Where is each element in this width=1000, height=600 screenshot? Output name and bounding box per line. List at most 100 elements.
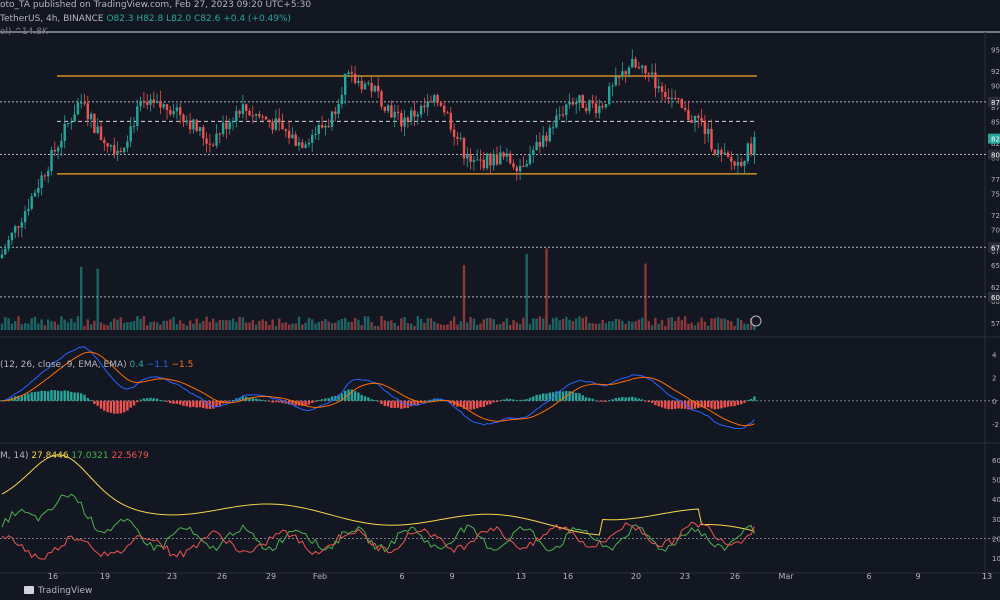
candle-body (337, 104, 340, 115)
macd-histogram-bar (604, 400, 608, 402)
volume-bar (459, 321, 462, 330)
volume-bar (591, 323, 594, 330)
macd-histogram-bar (17, 395, 20, 401)
macd-histogram-bar (660, 400, 664, 408)
candle-body (215, 133, 218, 146)
candle-body (720, 149, 723, 155)
candle-body (73, 114, 76, 122)
candle-body (367, 82, 370, 84)
macd-histogram-bar (472, 400, 476, 410)
macd-histogram-bar (390, 400, 393, 408)
volume-bar (30, 318, 33, 330)
macd-histogram-bar (627, 397, 631, 401)
macd-histogram-bar (23, 394, 27, 401)
macd-histogram-bar (96, 400, 99, 406)
candle-body (212, 144, 215, 146)
candle-body (489, 153, 492, 166)
volume-bar (492, 319, 495, 330)
candle-body (617, 76, 621, 78)
candle-body (126, 141, 129, 148)
volume-bar (320, 321, 324, 330)
macd-histogram-bar (212, 400, 215, 409)
candle-body (515, 167, 518, 172)
volume-bar (212, 318, 215, 330)
candle-body (670, 97, 674, 100)
dmi-tick-label: 40 (992, 496, 1000, 504)
candle-body (254, 114, 258, 116)
candle-body (426, 101, 429, 108)
candle-body (37, 187, 40, 193)
macd-histogram-bar (720, 400, 723, 409)
x-tick-label: Feb (313, 572, 327, 581)
macd-histogram-bar (707, 400, 710, 408)
ohlc-values: O82.3 H82.8 L82.0 C82.6 +0.4 (+0.49%) (106, 14, 292, 24)
price-tick-label: 70 (991, 226, 1000, 234)
macd-histogram-bar (27, 393, 30, 401)
volume-bar (192, 323, 195, 330)
volume-bar (334, 322, 337, 330)
volume-bar (53, 321, 56, 330)
candle-body (205, 138, 208, 144)
candle-body (558, 114, 561, 116)
volume-bar (86, 319, 89, 330)
replay-icon (750, 315, 762, 327)
macd-histogram-bar (518, 399, 522, 401)
volume-bar (66, 322, 70, 330)
candle-body (674, 97, 677, 99)
volume-bar (482, 319, 485, 330)
macd-histogram-bar (532, 396, 535, 401)
macd-histogram-bar (40, 390, 43, 401)
candle-body (248, 110, 251, 116)
macd-histogram-bar (268, 400, 271, 402)
macd-histogram-bar (608, 400, 611, 402)
macd-histogram-bar (575, 392, 578, 401)
volume-bar (198, 323, 202, 330)
volume-bar (746, 323, 749, 330)
volume-bar (390, 320, 393, 330)
macd-histogram-bar (182, 400, 185, 406)
x-tick-label: 19 (100, 572, 110, 581)
candle-body (238, 110, 241, 114)
macd-histogram-bar (545, 393, 548, 401)
candle-body (400, 112, 403, 127)
candle-body (278, 118, 281, 123)
candle-body (690, 119, 693, 123)
candle-body (535, 141, 538, 151)
macd-histogram-bar (664, 400, 667, 409)
candle-body (707, 128, 710, 135)
candle-body (631, 59, 634, 68)
candle-body (462, 137, 466, 159)
volume-bar (707, 325, 710, 330)
candle-body (436, 95, 439, 103)
tradingview-logo-icon (24, 586, 34, 594)
candle-body (591, 100, 594, 104)
macd-histogram-bar (320, 399, 324, 401)
candle-body (353, 73, 357, 83)
macd-histogram-bar (700, 400, 703, 408)
volume-bar (393, 322, 396, 330)
candle-body (568, 101, 571, 105)
candle-body (182, 114, 185, 123)
volume-bar (443, 324, 446, 330)
candle-body (693, 115, 697, 123)
macd-histogram-bar (449, 400, 452, 404)
volume-bar (476, 325, 479, 330)
volume-bar (446, 324, 449, 330)
volume-bar (119, 317, 122, 330)
volume-bar (116, 319, 119, 330)
volume-bar (208, 321, 212, 330)
price-tick-label: 57 (991, 320, 1000, 328)
candle-body (624, 71, 627, 75)
volume-bar (660, 319, 664, 330)
x-tick-label: 23 (167, 572, 177, 581)
volume-bar (538, 316, 542, 330)
x-tick-label: 6 (866, 572, 871, 581)
volume-bar (542, 318, 545, 330)
volume-bar (99, 322, 103, 330)
candle-body (542, 135, 545, 147)
x-tick-label: 16 (563, 572, 573, 581)
volume-bar (588, 323, 591, 330)
macd-histogram-bar (492, 400, 495, 403)
volume-bar (462, 265, 466, 330)
price-tick-label: 82 (991, 140, 1000, 148)
